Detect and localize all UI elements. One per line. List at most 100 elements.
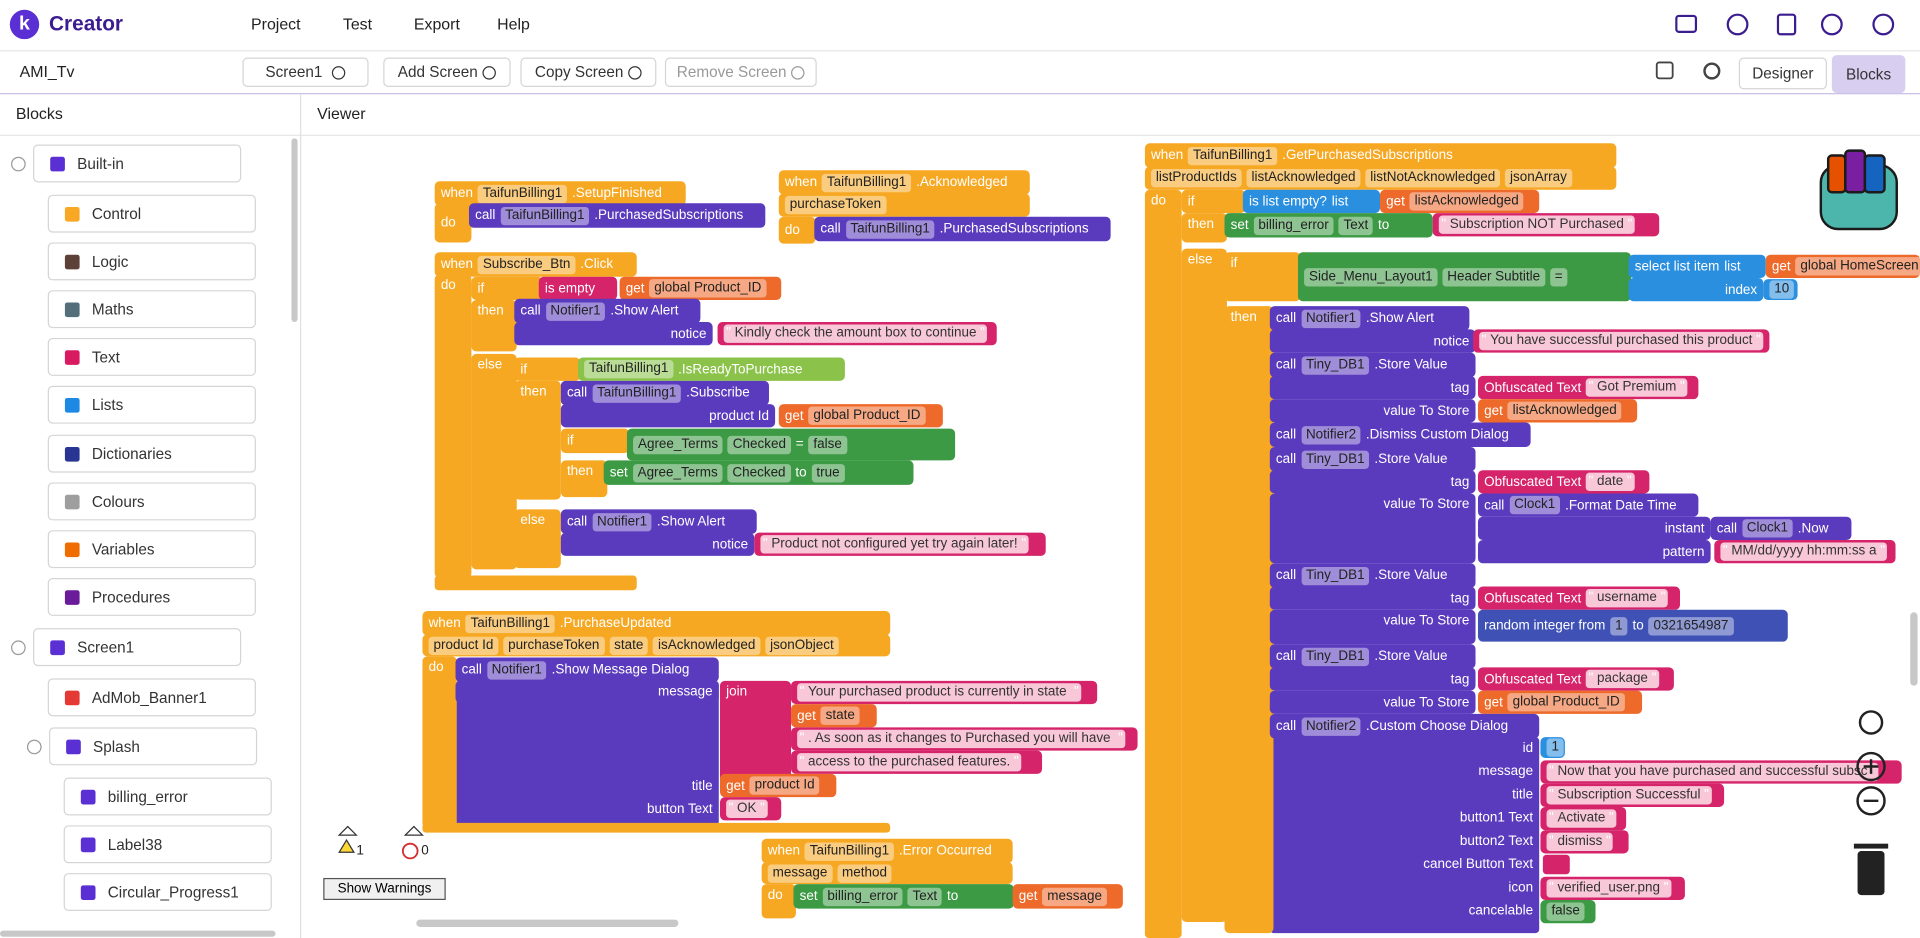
block[interactable]: Obfuscated Textusername [1477, 586, 1681, 610]
remove-screen[interactable]: Remove Screen [664, 57, 817, 87]
block[interactable]: value To Store [1269, 609, 1476, 645]
block[interactable]: call Tiny_DB1 .Store Value [1269, 644, 1476, 669]
block[interactable]: verified_user.png [1540, 876, 1685, 901]
trash-lid[interactable] [1853, 843, 1889, 849]
block[interactable]: else [1181, 248, 1227, 923]
icon-palette[interactable] [1726, 13, 1749, 36]
h-scrollbar[interactable] [416, 919, 679, 927]
block[interactable]: call Notifier2 .Dismiss Custom Dialog [1269, 422, 1531, 447]
block[interactable]: do [434, 203, 472, 243]
block[interactable]: OK [720, 797, 782, 821]
block[interactable]: Obfuscated Textpackage [1477, 667, 1674, 691]
block[interactable]: tag [1269, 667, 1476, 691]
tree-item[interactable]: Circular_Progress1 [63, 873, 272, 912]
block[interactable]: then [560, 460, 608, 498]
block[interactable]: call Tiny_DB1 .Store Value [1269, 352, 1476, 378]
block[interactable]: get global Product_ID [778, 404, 943, 428]
block[interactable]: do [761, 884, 796, 919]
block[interactable]: do [1144, 189, 1182, 925]
block[interactable]: index [1628, 277, 1764, 302]
block[interactable]: call Notifier1 .Show Alert [560, 509, 757, 534]
block[interactable]: set Agree_Terms Checked to true [603, 460, 914, 485]
block[interactable]: else [514, 509, 561, 569]
block[interactable]: access to the purchased features. [791, 750, 1043, 774]
block[interactable]: TaifunBilling1 .IsReadyToPurchase [577, 357, 845, 381]
block[interactable]: dismiss [1540, 830, 1629, 854]
tree-item[interactable]: Dictionaries [47, 434, 256, 473]
block[interactable]: then [1224, 306, 1274, 934]
block[interactable]: else [471, 353, 517, 570]
block[interactable]: Side_Menu_Layout1 Header Subtitle = [1297, 252, 1632, 302]
tree-item[interactable]: Lists [47, 385, 256, 424]
block[interactable]: Agree_Terms Checked = false [626, 428, 956, 461]
block[interactable]: button1 Text [1270, 807, 1539, 829]
block[interactable]: when TaifunBilling1 .SetupFinished [434, 181, 686, 206]
designer-button[interactable]: Designer [1738, 57, 1827, 90]
block[interactable]: false [1540, 900, 1596, 924]
block[interactable]: . As soon as it changes to Purchased you… [791, 727, 1138, 751]
block[interactable]: purchaseToken [778, 193, 1030, 217]
zoom-out[interactable] [1856, 786, 1886, 816]
sidebar-h-scrollbar[interactable] [0, 930, 276, 937]
block[interactable]: set billing_error Text to [1224, 213, 1433, 238]
block[interactable]: get global Product_ID [1477, 690, 1643, 714]
block[interactable]: You have successful purchased this produ… [1473, 329, 1770, 353]
tree-item[interactable]: Maths [47, 290, 256, 329]
block[interactable]: Obfuscated Text Got Premium [1477, 375, 1699, 400]
menu-item[interactable]: Export [413, 14, 460, 34]
block[interactable]: when TaifunBilling1 .Error Occurred [761, 838, 1013, 864]
block[interactable]: button2 Text [1270, 830, 1539, 852]
menu-item[interactable]: Help [497, 14, 530, 34]
block[interactable]: tag [1269, 470, 1476, 494]
collapse-toggle[interactable] [26, 739, 42, 755]
block[interactable]: instant [1477, 516, 1711, 541]
logo[interactable]: k [9, 9, 40, 40]
block[interactable]: message [455, 680, 719, 703]
block[interactable]: MM/dd/yyyy hh:mm:ss a [1714, 540, 1896, 564]
block[interactable]: Activate [1540, 806, 1627, 831]
block[interactable]: call Clock1 .Format Date Time [1477, 493, 1699, 517]
block[interactable]: value To Store [1269, 493, 1476, 564]
block[interactable]: product Id purchaseToken state isAcknowledg… [422, 634, 891, 657]
block[interactable]: get message [1012, 884, 1123, 909]
block[interactable]: cancelable [1270, 900, 1539, 922]
block[interactable]: message method [761, 862, 1013, 885]
block[interactable]: 10 [1763, 279, 1798, 301]
tree-item[interactable]: Label38 [63, 825, 272, 864]
block[interactable]: call TaifunBilling1 .Subscribe [560, 380, 769, 406]
show-warnings[interactable]: Show Warnings [323, 877, 446, 901]
block[interactable]: select list item list [1628, 254, 1766, 278]
block[interactable]: tag [1269, 375, 1476, 400]
block[interactable]: id [1270, 737, 1539, 759]
block[interactable]: title [456, 774, 719, 797]
block[interactable]: pattern [1477, 540, 1711, 564]
add-screen[interactable]: Add Screen [383, 57, 511, 87]
trash[interactable] [1857, 851, 1885, 896]
icon-gallery[interactable] [1655, 61, 1674, 80]
collapse-toggle[interactable] [11, 156, 26, 172]
block[interactable]: call Tiny_DB1 .Store Value [1269, 563, 1476, 588]
block[interactable]: Kindly check the amount box to continue [717, 322, 997, 346]
block[interactable]: notice [514, 322, 713, 346]
icon-docs[interactable] [1776, 13, 1797, 36]
arrow-up[interactable] [337, 825, 358, 836]
tree-item[interactable]: Colours [47, 482, 256, 521]
block[interactable]: get listAcknowledged [1477, 399, 1638, 423]
center-button[interactable] [1858, 710, 1884, 735]
block[interactable]: call Tiny_DB1 .Store Value [1269, 446, 1476, 472]
block[interactable]: notice [560, 532, 755, 556]
tree-item[interactable]: Procedures [47, 577, 256, 616]
block[interactable]: Product not configured yet try again lat… [754, 532, 1046, 556]
block[interactable]: get global HomeScreen [1765, 254, 1920, 278]
menu-item[interactable]: Project [251, 14, 301, 34]
block[interactable]: call Notifier2 .Custom Choose Dialog [1269, 713, 1540, 739]
block[interactable]: then [514, 380, 561, 500]
block[interactable]: Now that you have purchased and successf… [1540, 760, 1902, 784]
block[interactable]: if [560, 428, 630, 454]
block[interactable]: Subscription Successful [1540, 783, 1725, 807]
zoom-in[interactable] [1856, 751, 1886, 782]
block[interactable]: if [514, 357, 581, 381]
tree-item[interactable]: Text [47, 337, 256, 376]
tree-item[interactable]: Splash [48, 727, 258, 766]
block[interactable]: when TaifunBilling1 .Acknowledged [778, 170, 1030, 195]
